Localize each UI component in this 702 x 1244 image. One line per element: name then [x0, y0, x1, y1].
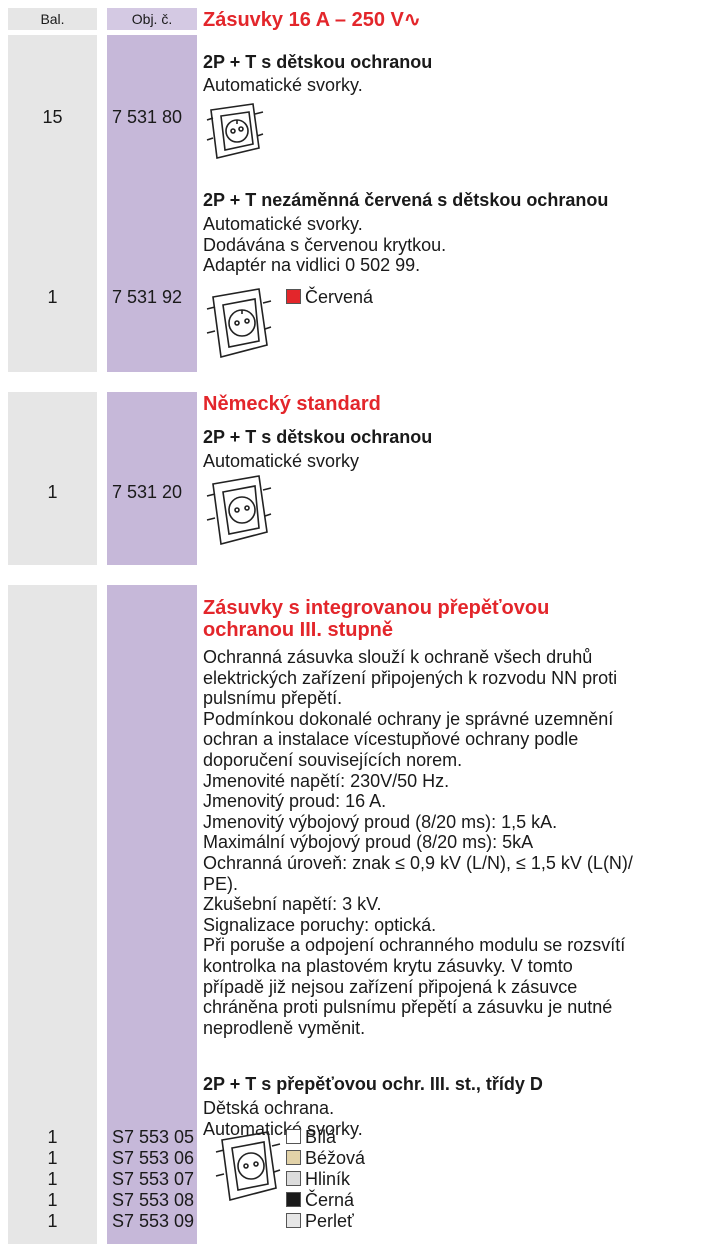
item-description: Automatické svorky. Dodávána s červenou k…: [203, 214, 446, 276]
column-bg: [107, 585, 197, 1244]
item-description: Automatické svorky: [203, 451, 359, 472]
socket-icon: [206, 475, 272, 546]
section-title: Německý standard: [203, 393, 381, 415]
intro: Ochranná zásuvka slouží k ochraně všech …: [203, 647, 633, 1038]
socket-icon: [206, 103, 264, 159]
color-row: Bílá: [286, 1127, 336, 1148]
text-line: chráněna proti pulsnímu přepětí a zásuvk…: [203, 997, 613, 1018]
color-label: Hliník: [305, 1169, 351, 1189]
color-label: Červená: [305, 287, 374, 307]
section-title: Zásuvky s integrovanou přepěťovou ochrano…: [203, 597, 549, 641]
text-line: Ochranná zásuvka slouží k ochraně všech …: [203, 647, 593, 667]
obj: S7 553 09: [112, 1211, 195, 1231]
obj: 7 531 20: [112, 482, 183, 502]
text-line: Při poruše a odpojení ochranného modulu …: [203, 935, 626, 956]
text-line: Jmenovité napětí: 230V/50 Hz.: [203, 770, 450, 791]
text-line: případě již nejsou zařízení připojená k …: [203, 976, 578, 997]
socket-icon: [206, 288, 272, 359]
bal: 1: [47, 287, 58, 307]
obj: 7 531 80: [112, 107, 183, 127]
color-row: Perleť: [286, 1211, 354, 1232]
text-line: Podmínkou dokonalé ochrany je správné uz…: [203, 708, 614, 729]
text-line: Jmenovitý výbojový proud (8/20 ms): 1,5 …: [203, 811, 558, 832]
text-line: Automatické svorky.: [203, 1118, 363, 1139]
column-bg: [107, 392, 197, 565]
swatch: [286, 1192, 301, 1207]
column-bg: [107, 35, 197, 372]
color-row: Hliník: [286, 1169, 350, 1190]
swatch: [286, 1171, 301, 1186]
text-line: ochran a instalace vícestupňové ochrany …: [203, 729, 579, 750]
item-name: 2P + T nezáměnná červená s dětskou ochra…: [203, 190, 609, 210]
text-line: doporučení souvisejících norem.: [203, 749, 463, 770]
item-name: 2P + T s dětskou ochranou: [203, 52, 433, 72]
color-row: Černá: [286, 1190, 354, 1211]
obj: S7 553 05: [112, 1127, 195, 1147]
bal: 1: [47, 482, 58, 502]
text-line: Zásuvky s integrovanou přepěťovou: [203, 597, 550, 619]
obj-header: Obj. č.: [107, 8, 197, 30]
bal: 1: [47, 1169, 58, 1189]
bal: 1: [47, 1190, 58, 1210]
text-line: Maximální výbojový proud (8/20 ms): 5kA: [203, 832, 534, 853]
column-bg: [8, 585, 97, 1244]
section-title: Zásuvky 16 A – 250 V∿: [203, 9, 421, 31]
color-row: Béžová: [286, 1148, 365, 1169]
text-line: Signalizace poruchy: optická.: [203, 914, 437, 935]
column-bg: [8, 392, 97, 565]
text-line: Jmenovitý proud: 16 A.: [203, 791, 387, 812]
swatch: [286, 1213, 301, 1228]
item-description: Dětská ochrana. Automatické svorky.: [203, 1098, 363, 1139]
column-bg: [8, 35, 97, 372]
swatch: [286, 1129, 301, 1144]
bal: 1: [47, 1127, 58, 1147]
text-line: kontrolka na plastovém krytu zásuvky. V …: [203, 955, 573, 976]
text-line: neprodleně vyměnit.: [203, 1017, 366, 1038]
color-list: Červená: [286, 287, 373, 308]
obj: S7 553 07: [112, 1169, 195, 1189]
text-line: ochranou III. stupně: [203, 619, 394, 641]
text-line: Dodávána s červenou krytkou.: [203, 234, 447, 255]
text-line: PE).: [203, 873, 239, 894]
swatch: [286, 289, 301, 304]
item-description: Automatické svorky.: [203, 75, 363, 96]
color-label: Béžová: [305, 1148, 366, 1168]
bal: 1: [47, 1148, 58, 1168]
obj: 7 531 92: [112, 287, 183, 307]
bal: 15: [42, 107, 63, 127]
item-name: 2P + T s dětskou ochranou: [203, 427, 433, 447]
text-line: elektrických zařízení připojených k rozv…: [203, 667, 618, 688]
text-line: Ochranná úroveň: znak ≤ 0,9 kV (L/N), ≤ …: [203, 852, 633, 873]
text-line: Dětská ochrana.: [203, 1098, 335, 1118]
text-line: Zkušební napětí: 3 kV.: [203, 894, 382, 915]
socket-icon: [215, 1131, 281, 1202]
color-row: Červená: [286, 287, 373, 308]
swatch: [286, 1150, 301, 1165]
text-line: Automatické svorky.: [203, 75, 363, 95]
color-label: Perleť: [305, 1211, 354, 1231]
color-label: Bílá: [305, 1127, 337, 1147]
obj: S7 553 08: [112, 1190, 195, 1210]
text-line: Automatické svorky: [203, 451, 360, 471]
bal-header: Bal.: [8, 8, 97, 30]
text-line: pulsnímu přepětí.: [203, 688, 343, 709]
obj: S7 553 06: [112, 1148, 195, 1168]
bal: 1: [47, 1211, 58, 1231]
item-name: 2P + T s přepěťovou ochr. III. st., tříd…: [203, 1074, 543, 1094]
text-line: Adaptér na vidlici 0 502 99.: [203, 255, 421, 276]
text-line: Automatické svorky.: [203, 214, 363, 234]
color-label: Černá: [305, 1190, 355, 1210]
